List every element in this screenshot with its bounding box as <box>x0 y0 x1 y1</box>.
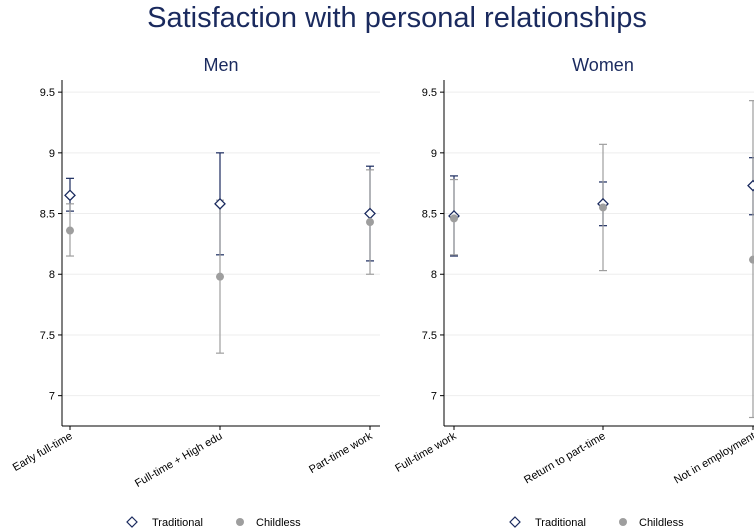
x-tick-label: Early full-time <box>11 430 75 474</box>
x-tick-label: Full-time + High edu <box>133 430 225 490</box>
y-tick-label: 8.5 <box>40 209 55 221</box>
point-childless <box>66 226 74 235</box>
y-tick-label: 7 <box>431 391 437 403</box>
legend-label-traditional: Traditional <box>152 517 203 529</box>
y-tick-label: 7 <box>49 391 55 403</box>
x-tick-label: Full-time work <box>393 430 459 475</box>
y-tick-label: 9.5 <box>40 87 55 99</box>
panel-title-women: Women <box>572 55 634 75</box>
point-traditional <box>64 189 76 202</box>
point-traditional <box>747 179 754 192</box>
y-tick-label: 9 <box>431 148 437 160</box>
point-childless <box>216 272 224 281</box>
legend-marker-childless <box>236 518 244 526</box>
legend-marker-traditional <box>509 516 521 528</box>
point-childless <box>450 214 458 223</box>
x-tick-label: Return to part-time <box>522 430 607 486</box>
y-tick-label: 8 <box>431 269 437 281</box>
y-tick-label: 7.5 <box>40 330 55 342</box>
chart-title: Satisfaction with personal relationships <box>147 2 647 34</box>
point-childless <box>599 203 607 212</box>
y-tick-label: 9 <box>49 148 55 160</box>
y-tick-label: 7.5 <box>422 330 437 342</box>
legend-label-traditional: Traditional <box>535 517 586 529</box>
y-tick-label: 9.5 <box>422 87 437 99</box>
y-tick-label: 8 <box>49 269 55 281</box>
point-traditional <box>214 197 226 210</box>
x-tick-label: Not in employment <box>672 430 754 486</box>
y-tick-label: 8.5 <box>422 209 437 221</box>
legend-label-childless: Childless <box>256 517 301 529</box>
legend-marker-childless <box>619 518 627 526</box>
panel-title-men: Men <box>203 55 238 75</box>
legend-marker-traditional <box>126 516 138 528</box>
point-traditional <box>364 207 376 220</box>
point-childless <box>366 218 374 227</box>
legend-label-childless: Childless <box>639 517 684 529</box>
point-childless <box>749 255 754 264</box>
x-tick-label: Part-time work <box>307 430 375 476</box>
